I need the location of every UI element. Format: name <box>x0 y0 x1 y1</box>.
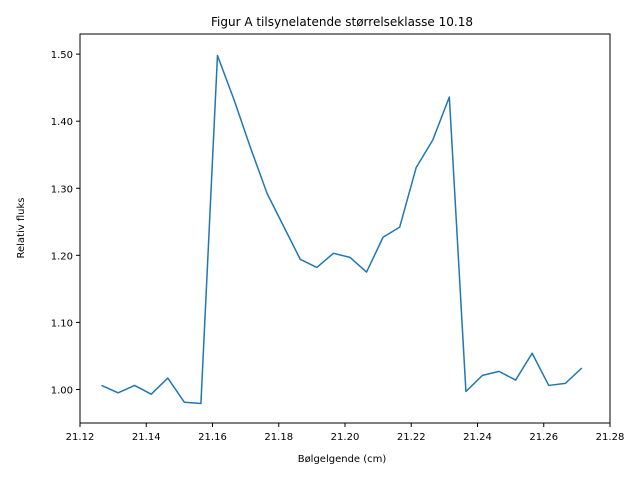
x-tick-label: 21.28 <box>596 432 625 443</box>
y-tick-label: 1.40 <box>51 117 73 128</box>
y-tick-label: 1.30 <box>51 184 73 195</box>
x-tick-label: 21.26 <box>529 432 558 443</box>
x-tick-label: 21.18 <box>264 432 293 443</box>
flux-series-line <box>101 54 583 405</box>
y-tick-label: 1.50 <box>51 50 73 61</box>
x-axis-ticks: 21.12 21.14 21.16 21.18 21.20 21.22 21.24 21.26… <box>66 423 625 443</box>
chart-title: Figur A tilsynelatende størrelseklasse 1… <box>211 15 473 29</box>
y-tick-label: 1.20 <box>51 251 73 262</box>
x-tick-label: 21.20 <box>331 432 360 443</box>
y-axis-label: Relativ fluks <box>16 198 27 259</box>
x-tick-label: 21.12 <box>66 432 95 443</box>
y-tick-label: 1.10 <box>51 318 73 329</box>
x-tick-label: 21.14 <box>132 432 161 443</box>
x-axis-label: Bølgelgende (cm) <box>298 454 387 465</box>
y-tick-label: 1.00 <box>51 385 73 396</box>
plot-frame <box>79 33 611 424</box>
y-axis-ticks: 1.00 1.10 1.20 1.30 1.40 1.50 <box>51 50 80 396</box>
x-tick-label: 21.16 <box>198 432 227 443</box>
x-tick-label: 21.22 <box>397 432 426 443</box>
x-tick-label: 21.24 <box>463 432 492 443</box>
plot-series-group <box>101 54 583 405</box>
